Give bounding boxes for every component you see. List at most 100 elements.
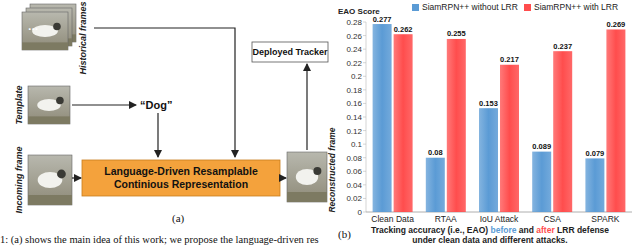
dog-head bbox=[313, 167, 321, 175]
tracker-box bbox=[252, 42, 328, 62]
panel-b: EAO Score00.020.040.060.080.10.120.140.1… bbox=[338, 2, 632, 245]
y-tick bbox=[363, 157, 366, 158]
historical-label: Historical frames bbox=[78, 1, 88, 74]
caption-part: before bbox=[490, 225, 516, 235]
data-label: 0.269 bbox=[607, 20, 626, 29]
legend-entry: SiamRPN++ with LRR bbox=[534, 2, 618, 12]
y-tick-label: 0.16 bbox=[346, 99, 362, 108]
caption-part: after bbox=[536, 225, 555, 235]
bar bbox=[606, 29, 625, 212]
incoming-label: Incoming frame bbox=[14, 146, 24, 213]
data-label: 0.089 bbox=[532, 142, 551, 151]
data-label: 0.262 bbox=[394, 25, 413, 34]
panel-a: ... Historical frames Template Incoming fra… bbox=[14, 1, 337, 225]
arrow bbox=[94, 28, 235, 157]
ground bbox=[28, 116, 70, 124]
bar bbox=[447, 39, 466, 212]
module-text: Continious Representation bbox=[114, 178, 248, 190]
arrow bbox=[72, 104, 136, 105]
photo bbox=[287, 152, 327, 202]
legend-swatch bbox=[412, 4, 419, 11]
y-tick-label: 0.14 bbox=[346, 113, 362, 122]
figure: ... Historical frames Template Incoming fra… bbox=[0, 0, 640, 246]
bar bbox=[500, 65, 519, 212]
ground bbox=[28, 195, 72, 205]
figure-caption: 1: (a) shows the main idea of this work;… bbox=[0, 234, 319, 246]
caption-part: and bbox=[516, 225, 536, 235]
data-label: 0.217 bbox=[500, 55, 519, 64]
x-tick-label: IoU Attack bbox=[480, 214, 519, 224]
bar bbox=[373, 24, 392, 212]
y-tick-label: 0.12 bbox=[346, 127, 362, 136]
ground bbox=[22, 42, 68, 50]
arrow bbox=[157, 113, 158, 157]
y-tick-label: 0.26 bbox=[346, 32, 362, 41]
y-tick-label: 0.1 bbox=[351, 140, 363, 149]
tracker-text: Deployed Tracker bbox=[252, 47, 328, 57]
data-label: 0.237 bbox=[553, 42, 572, 51]
data-label: 0.255 bbox=[447, 29, 466, 38]
reconstructed-label: Reconstructed frame bbox=[327, 127, 337, 212]
query-text: “Dog” bbox=[140, 99, 172, 111]
template-label: Template bbox=[14, 85, 24, 124]
y-tick-label: 0.02 bbox=[346, 194, 362, 203]
y-axis bbox=[366, 22, 367, 212]
dog-head bbox=[56, 97, 64, 105]
y-tick bbox=[363, 35, 366, 36]
photo-frame bbox=[28, 155, 72, 205]
y-tick bbox=[363, 212, 366, 213]
bar bbox=[585, 158, 604, 212]
photo bbox=[28, 155, 72, 205]
y-tick bbox=[363, 198, 366, 199]
y-tick bbox=[363, 22, 366, 23]
y-tick-label: 0.24 bbox=[346, 45, 362, 54]
bar bbox=[426, 158, 445, 212]
ground bbox=[287, 192, 327, 202]
caption-part: Tracking accuracy (i.e., EAO) bbox=[371, 225, 491, 235]
bar bbox=[532, 152, 551, 212]
ellipsis: ... bbox=[28, 22, 38, 32]
module-box bbox=[82, 160, 280, 196]
y-tick bbox=[363, 62, 366, 63]
photo bbox=[28, 86, 70, 124]
y-tick bbox=[363, 89, 366, 90]
dog-head bbox=[53, 23, 61, 31]
photo bbox=[22, 12, 68, 50]
y-tick-label: 0.06 bbox=[346, 167, 362, 176]
y-tick-label: 0 bbox=[358, 208, 363, 217]
bar bbox=[394, 34, 413, 212]
panel-label: (b) bbox=[338, 228, 351, 241]
legend-entry: SiamRPN++ without LRR bbox=[422, 2, 518, 12]
bar bbox=[553, 51, 572, 212]
y-tick bbox=[363, 171, 366, 172]
y-tick-label: 0.22 bbox=[346, 59, 362, 68]
legend-swatch bbox=[524, 4, 531, 11]
panel-label: (a) bbox=[172, 212, 185, 225]
y-tick-label: 0.2 bbox=[351, 72, 363, 81]
bars bbox=[373, 24, 626, 212]
dog-head bbox=[57, 170, 66, 179]
y-tick bbox=[363, 117, 366, 118]
module-text: Language-Driven Resamplable bbox=[104, 165, 258, 177]
y-tick bbox=[363, 184, 366, 185]
y-tick bbox=[363, 130, 366, 131]
x-tick-label: SPARK bbox=[591, 214, 620, 224]
panel-caption: under clean data and different attacks. bbox=[412, 235, 567, 245]
arrow bbox=[72, 177, 81, 178]
arrow bbox=[280, 177, 286, 178]
y-tick-label: 0.04 bbox=[346, 181, 362, 190]
x-tick-label: Clean Data bbox=[371, 214, 414, 224]
data-label: 0.08 bbox=[428, 148, 443, 157]
y-tick bbox=[363, 144, 366, 145]
photo-frame bbox=[22, 12, 68, 50]
photo-frame bbox=[287, 152, 327, 202]
y-tick-label: 0.28 bbox=[346, 18, 362, 27]
data-label: 0.277 bbox=[373, 15, 392, 24]
arrow bbox=[306, 64, 307, 150]
x-tick-label: CSA bbox=[543, 214, 561, 224]
caption-part: LRR defense bbox=[555, 225, 610, 235]
bar bbox=[479, 108, 498, 212]
y-tick-label: 0.08 bbox=[346, 154, 362, 163]
photo-frame bbox=[28, 86, 70, 124]
y-tick bbox=[363, 76, 366, 77]
